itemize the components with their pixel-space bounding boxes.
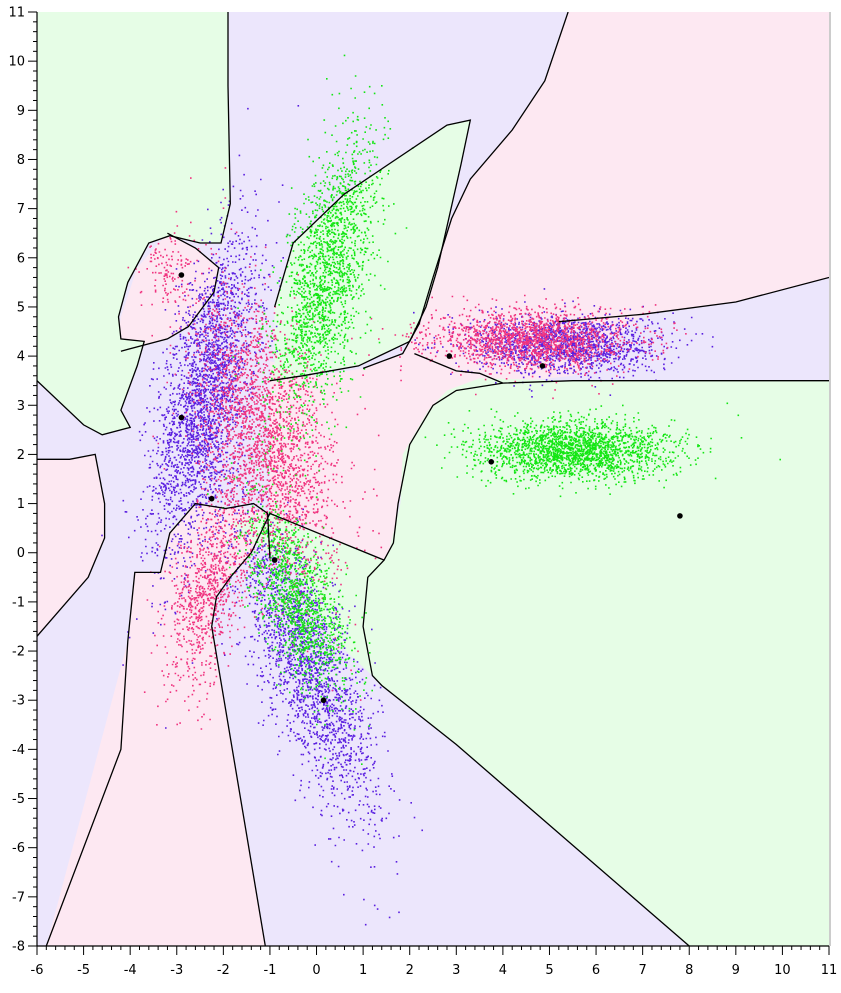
region-green-7 [363, 378, 829, 946]
y-tick-label: 11 [8, 6, 25, 21]
points-pink [143, 428, 275, 730]
axes: -6 -5 -4 -3 -2 -1 0 1 2 3 4 5 6 7 8 9 10 11-8-7-6-5-4-3-2… [8, 6, 837, 979]
x-tick-label: 4 [499, 963, 507, 978]
boundary-line-4 [211, 380, 829, 946]
boundary-line-6 [362, 12, 569, 370]
x-tick-label: 10 [774, 963, 791, 978]
x-tick-label: 7 [639, 963, 647, 978]
y-tick-label: -2 [12, 645, 25, 660]
x-tick-label: 0 [312, 963, 320, 978]
points-pink [127, 221, 207, 306]
y-tick-label: 7 [17, 202, 25, 217]
x-tick-label: 11 [821, 963, 838, 978]
x-tick-label: -5 [77, 963, 90, 978]
x-tick-label: -3 [170, 963, 183, 978]
decision-boundaries [37, 12, 829, 946]
y-tick-label: -8 [12, 940, 25, 955]
y-tick-label: 4 [17, 350, 25, 365]
center-point-6 [488, 458, 495, 465]
y-tick-label: -5 [12, 792, 25, 807]
cluster-pink-6 [127, 221, 207, 306]
x-tick-label: 9 [732, 963, 740, 978]
boundary-line-0 [37, 12, 231, 436]
center-point-7 [539, 363, 546, 369]
y-tick-label: 3 [17, 399, 25, 414]
boundary-line-2 [37, 453, 106, 637]
y-tick-label: -7 [12, 890, 25, 905]
boundary-line-3 [45, 502, 271, 946]
y-tick-label: 10 [8, 55, 25, 70]
x-tick-label: -2 [217, 963, 230, 978]
cluster-green-8 [207, 452, 373, 765]
boundary-line-7 [414, 352, 504, 384]
y-tick-label: 5 [17, 300, 25, 315]
cluster-blue-2 [413, 288, 714, 398]
center-point-3 [271, 557, 278, 563]
region-green-5 [37, 12, 231, 435]
cluster-green-7 [230, 54, 414, 531]
x-tick-label: 3 [452, 963, 460, 978]
center-point-0 [178, 272, 185, 278]
cluster-green-9 [424, 402, 781, 498]
center-point-2 [208, 495, 215, 502]
y-tick-label: -4 [12, 743, 25, 758]
decision-regions [37, 12, 829, 946]
center-point-8 [677, 513, 683, 519]
x-tick-label: 2 [406, 963, 414, 978]
y-tick-label: 8 [17, 153, 25, 168]
points-green [207, 452, 373, 765]
points-blue [413, 288, 714, 398]
boundary-line-9 [362, 559, 690, 946]
region-pink-4 [269, 12, 829, 561]
region-pink-2 [46, 503, 270, 946]
x-tick-label: -6 [31, 963, 44, 978]
x-tick-label: 5 [545, 963, 553, 978]
center-point-4 [320, 697, 327, 704]
y-tick-label: 0 [17, 546, 25, 561]
x-tick-label: 6 [592, 963, 600, 978]
cluster-pink-4 [143, 428, 275, 730]
region-pink-1 [37, 454, 105, 637]
x-tick-label: 1 [359, 963, 367, 978]
y-tick-label: 1 [17, 497, 25, 512]
y-tick-label: 2 [17, 448, 25, 463]
x-tick-label: -4 [124, 963, 137, 978]
cluster-centers [178, 272, 683, 704]
boundary-line-5 [269, 119, 472, 382]
center-point-1 [178, 414, 185, 421]
x-tick-label: 8 [685, 963, 693, 978]
x-tick-label: -1 [263, 963, 276, 978]
y-tick-label: 6 [17, 251, 25, 266]
center-point-5 [446, 353, 453, 359]
points-green [230, 54, 414, 531]
boundary-line-8 [558, 276, 829, 323]
boundary-line-1 [120, 232, 220, 352]
y-tick-label: -6 [12, 841, 25, 856]
points-green [424, 402, 781, 498]
y-tick-label: -1 [12, 595, 25, 610]
y-tick-label: 9 [17, 104, 25, 119]
y-tick-label: -3 [12, 694, 25, 709]
region-pink-3 [116, 233, 219, 352]
region-green-8 [230, 513, 385, 676]
data-points [101, 54, 781, 926]
